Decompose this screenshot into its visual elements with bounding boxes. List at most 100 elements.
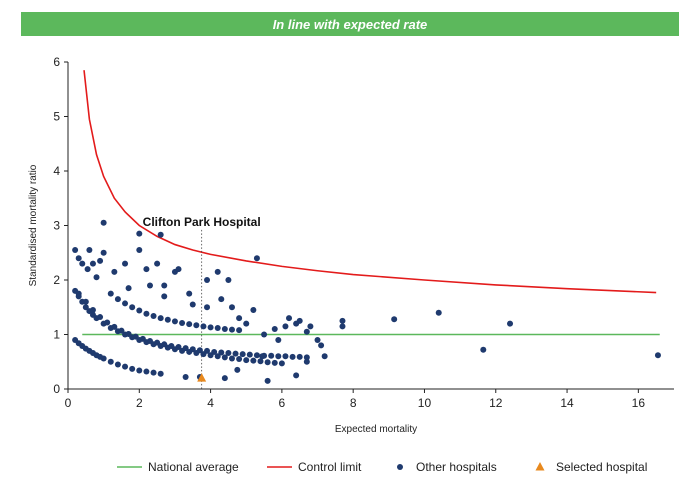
other-hospital-point [161,282,168,289]
other-hospital-point [218,296,225,303]
other-hospital-point [89,260,96,267]
other-hospital-point [480,346,487,353]
other-hospital-point [97,314,104,321]
other-hospital-point [307,323,314,330]
other-hospital-point [228,304,235,311]
other-hospital-point [318,342,325,349]
other-hospital-point [89,306,96,313]
other-hospital-point [129,304,136,311]
other-hospital-point [200,323,207,330]
other-hospital-point [86,247,93,254]
status-banner: In line with expected rate [21,12,679,36]
other-hospital-point [150,369,157,376]
other-hospital-point [125,285,132,292]
other-hospital-point [296,353,303,360]
other-hospital-point [157,231,164,238]
other-hospital-point [132,333,139,340]
other-hospital-point [221,375,228,382]
other-hospital-point [114,361,121,368]
other-hospital-point [186,290,193,297]
other-hospital-point [189,346,196,353]
y-tick-label: 1 [53,328,60,342]
other-hospital-point [282,353,289,360]
other-hospital-point [157,370,164,377]
other-hospital-point [282,323,289,330]
other-hospital-point [100,355,107,362]
other-hospital-point [179,320,186,327]
x-tick-label: 8 [350,396,357,410]
other-hospital-point [146,338,153,345]
other-hospital-point [107,290,114,297]
other-hospital-point [122,260,129,267]
other-hospital-point [236,327,243,334]
x-tick-label: 12 [489,396,503,410]
other-hospital-point [182,374,189,381]
other-hospital-point [175,344,182,351]
other-hospital-point [122,363,129,370]
selected-hospital-point [197,373,207,382]
other-hospital-point [114,296,121,303]
other-hospital-point [391,316,398,323]
other-hospital-point [225,277,232,283]
other-hospital-point [146,282,153,289]
other-hospital-point [296,317,303,324]
legend-selected-hospital-label: Selected hospital [556,460,647,474]
other-hospital-point [271,359,278,366]
legend-selected-hospital-marker [535,462,545,471]
other-hospital-point [289,353,296,360]
other-hospital-point [221,354,228,361]
other-hospital-point [250,306,257,313]
x-tick-label: 2 [136,396,143,410]
other-hospital-point [111,268,118,275]
other-hospital-point [236,315,243,322]
other-hospital-point [104,319,111,326]
other-hospital-point [232,350,239,357]
other-hospital-point [264,359,271,366]
other-hospital-point [271,326,278,333]
other-hospital-point [204,277,211,283]
other-hospital-point [100,249,107,256]
other-hospital-point [75,290,82,297]
y-tick-label: 0 [53,382,60,396]
other-hospital-point [129,365,136,372]
other-hospital-point [107,358,114,365]
other-hospital-point [72,247,79,254]
other-hospital-point [93,274,100,281]
other-hospital-point [175,266,182,273]
other-hospital-point [136,367,143,374]
other-hospital-point [79,260,86,267]
other-hospital-point [654,352,661,359]
other-hospital-point [253,255,260,262]
other-hospital-point [154,260,161,267]
other-hospital-point [314,336,321,343]
other-hospital-point [225,350,232,357]
other-hospital-point [150,312,157,319]
other-hospital-point [214,353,221,360]
other-hospital-point [507,320,514,327]
other-hospital-point [286,315,293,322]
other-hospital-point [236,356,243,363]
other-hospital-point [214,268,221,275]
x-tick-label: 6 [279,396,286,410]
other-hospital-point [82,298,89,305]
other-hospital-point [239,351,246,358]
other-hospital-point [261,331,268,338]
other-hospital-point [211,348,218,355]
other-hospital-point [161,293,168,300]
y-tick-label: 5 [53,110,60,124]
legend-national-average-label: National average [148,460,239,474]
y-tick-label: 4 [53,164,60,178]
other-hospital-point [164,316,171,323]
other-hospital-point [257,358,264,365]
other-hospital-point [321,353,328,360]
other-hospital-point [303,354,310,361]
other-hospital-point [193,322,200,329]
other-hospital-point [136,230,143,237]
other-hospital-point [275,336,282,343]
other-hospital-point [196,347,203,354]
x-tick-label: 14 [560,396,574,410]
other-hospital-point [100,219,107,226]
x-tick-label: 0 [65,396,72,410]
